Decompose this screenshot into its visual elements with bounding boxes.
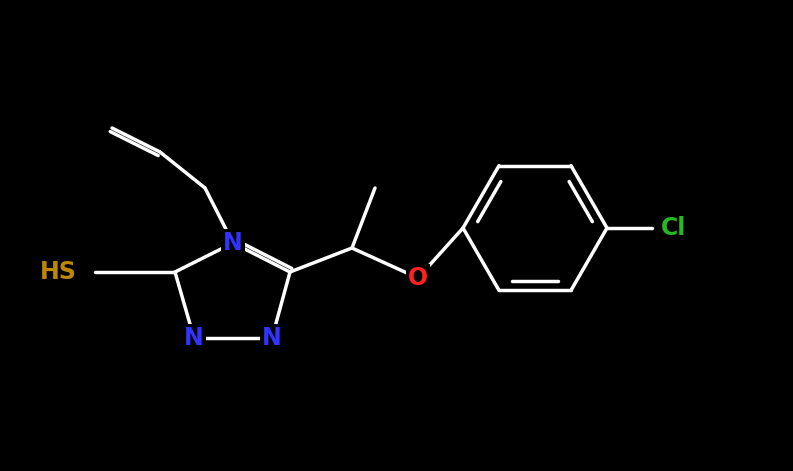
Text: O: O	[408, 266, 428, 290]
Text: N: N	[184, 326, 204, 350]
Text: N: N	[262, 326, 282, 350]
Text: N: N	[223, 231, 243, 255]
Text: Cl: Cl	[661, 216, 687, 240]
Text: HS: HS	[40, 260, 77, 284]
